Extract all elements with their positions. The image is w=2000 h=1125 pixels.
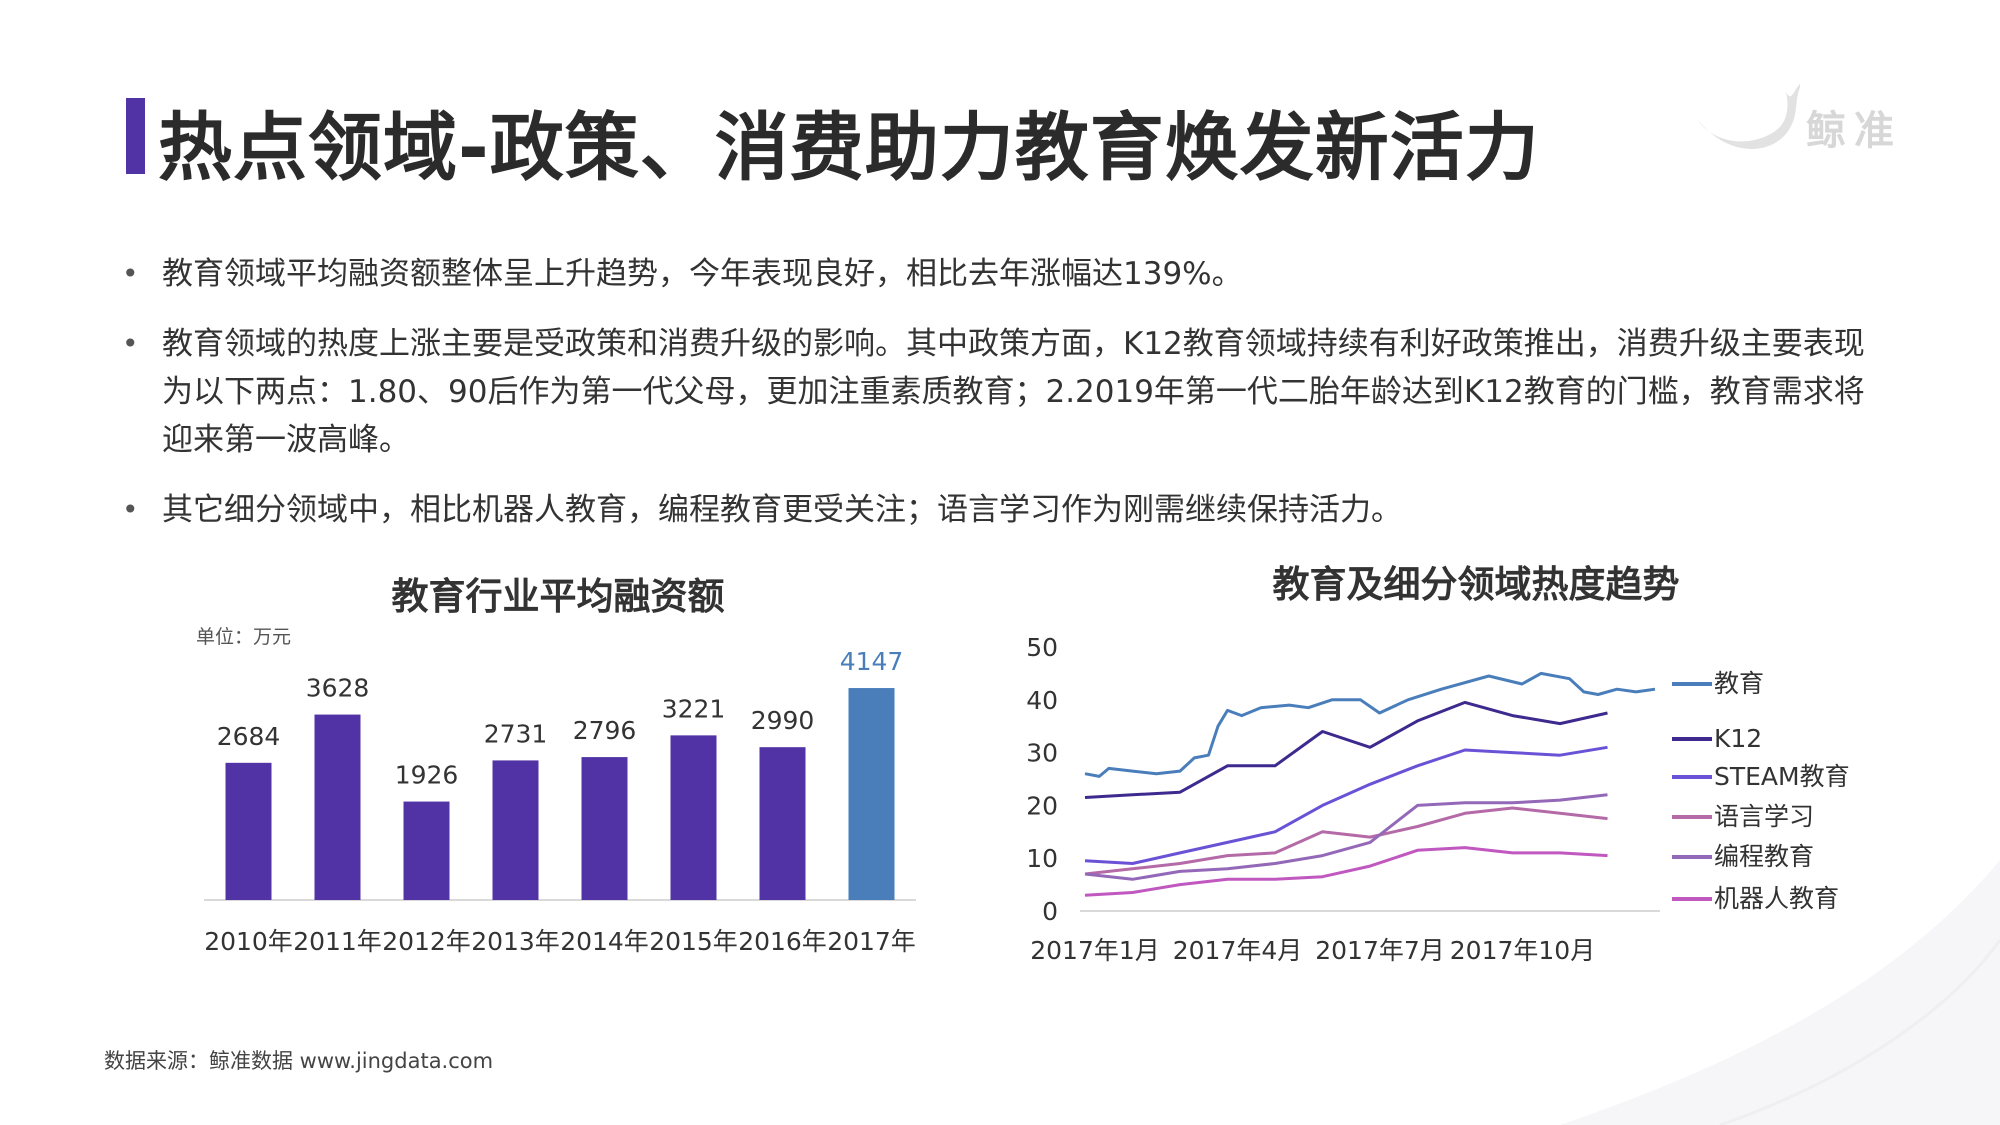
series-line (1084, 793, 1608, 881)
x-tick-label: 2013年 (471, 927, 560, 956)
x-tick-label: 2016年 (738, 927, 827, 956)
legend-label: STEAM教育 (1714, 762, 1850, 791)
x-tick-label: 2012年 (382, 927, 471, 956)
legend-label: 编程教育 (1714, 842, 1814, 871)
bar-value-label: 2731 (484, 719, 548, 748)
bullet-item: • 教育领域的热度上涨主要是受政策和消费升级的影响。其中政策方面，K12教育领域… (120, 320, 1880, 464)
bar-value-label: 2990 (751, 706, 815, 735)
x-tick-label: 2017年 (827, 927, 916, 956)
bullet-dot-icon: • (122, 327, 139, 360)
x-tick-label: 2015年 (649, 927, 738, 956)
x-tick-label: 2014年 (560, 927, 649, 956)
bar (759, 747, 806, 900)
bar (403, 801, 450, 900)
legend-label: K12 (1714, 724, 1762, 753)
bullet-dot-icon: • (122, 493, 139, 526)
bar-value-label: 1926 (395, 761, 459, 790)
bullet-item: • 其它细分领域中，相比机器人教育，编程教育更受关注；语言学习作为刚需继续保持活… (120, 486, 1880, 534)
bar (581, 757, 628, 900)
bar-chart-title: 教育行业平均融资额 (392, 575, 725, 618)
bullet-dot-icon: • (122, 257, 139, 290)
y-tick-label: 10 (1026, 844, 1058, 873)
legend-label: 语言学习 (1714, 802, 1814, 831)
series-line (1084, 745, 1608, 865)
x-tick-label: 2017年10月 (1450, 936, 1595, 965)
bullet-text: 其它细分领域中，相比机器人教育，编程教育更受关注；语言学习作为刚需继续保持活力。 (162, 492, 1402, 528)
whale-logo-icon (1698, 82, 1802, 149)
bar-value-label: 3628 (306, 674, 370, 703)
bar-value-label: 2684 (217, 722, 281, 751)
bar (848, 688, 895, 900)
line-chart-trend: 教育及细分领域热度趋势 0 10 20 30 40 50 2017年1月 2017年4月 201… (1026, 563, 1850, 965)
bar-chart-financing: 教育行业平均融资额 单位：万元 2684 2010年 3628 2011年 1926 20… (196, 575, 916, 956)
bar-value-label: 3221 (662, 694, 726, 723)
data-source: 数据来源：鲸准数据 www.jingdata.com (104, 1049, 494, 1073)
bar (225, 762, 272, 900)
brand-logo: 鲸准 (1690, 80, 1920, 160)
bullet-item: • 教育领域平均融资额整体呈上升趋势，今年表现良好，相比去年涨幅达139%。 (120, 250, 1880, 298)
bar-value-label: 4147 (840, 647, 904, 676)
y-tick-label: 50 (1026, 633, 1058, 662)
series-line (1084, 846, 1608, 897)
x-tick-label: 2017年7月 (1315, 936, 1445, 965)
y-tick-label: 20 (1026, 791, 1058, 820)
y-tick-label: 30 (1026, 739, 1058, 768)
bar-chart-unit: 单位：万元 (196, 626, 291, 648)
bar-value-label: 2796 (573, 716, 637, 745)
legend-label: 机器人教育 (1714, 884, 1839, 913)
bar (670, 735, 717, 900)
x-tick-label: 2011年 (293, 927, 382, 956)
bar (314, 714, 361, 900)
x-tick-label: 2017年1月 (1030, 936, 1160, 965)
bullet-text: 教育领域的热度上涨主要是受政策和消费升级的影响。其中政策方面，K12教育领域持续… (162, 326, 1865, 458)
x-tick-label: 2017年4月 (1173, 936, 1303, 965)
y-tick-label: 0 (1042, 897, 1058, 926)
title-accent-bar (126, 98, 145, 174)
bar (492, 760, 539, 900)
brand-name: 鲸准 (1806, 108, 1902, 154)
series-line (1084, 700, 1608, 799)
x-tick-label: 2010年 (204, 927, 293, 956)
bullet-text: 教育领域平均融资额整体呈上升趋势，今年表现良好，相比去年涨幅达139%。 (162, 256, 1243, 292)
y-tick-label: 40 (1026, 686, 1058, 715)
series-line (1084, 806, 1608, 876)
legend-label: 教育 (1714, 669, 1764, 698)
page-title: 热点领域-政策、消费助力教育焕发新活力 (158, 105, 1540, 191)
bullet-list: • 教育领域平均融资额整体呈上升趋势，今年表现良好，相比去年涨幅达139%。 •… (120, 250, 1880, 556)
line-chart-title: 教育及细分领域热度趋势 (1273, 563, 1680, 606)
series-line (1084, 671, 1656, 778)
